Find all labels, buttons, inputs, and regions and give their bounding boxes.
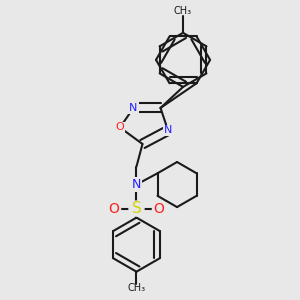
Text: CH₃: CH₃ xyxy=(128,283,146,293)
Text: CH₃: CH₃ xyxy=(174,6,192,16)
Circle shape xyxy=(107,202,121,215)
Text: N: N xyxy=(164,125,172,136)
Text: O: O xyxy=(109,202,119,216)
Text: S: S xyxy=(132,201,141,216)
Text: O: O xyxy=(116,122,124,133)
Circle shape xyxy=(129,201,144,216)
Text: O: O xyxy=(154,202,164,216)
Text: N: N xyxy=(129,103,138,113)
Text: N: N xyxy=(132,178,141,191)
Circle shape xyxy=(152,202,166,215)
